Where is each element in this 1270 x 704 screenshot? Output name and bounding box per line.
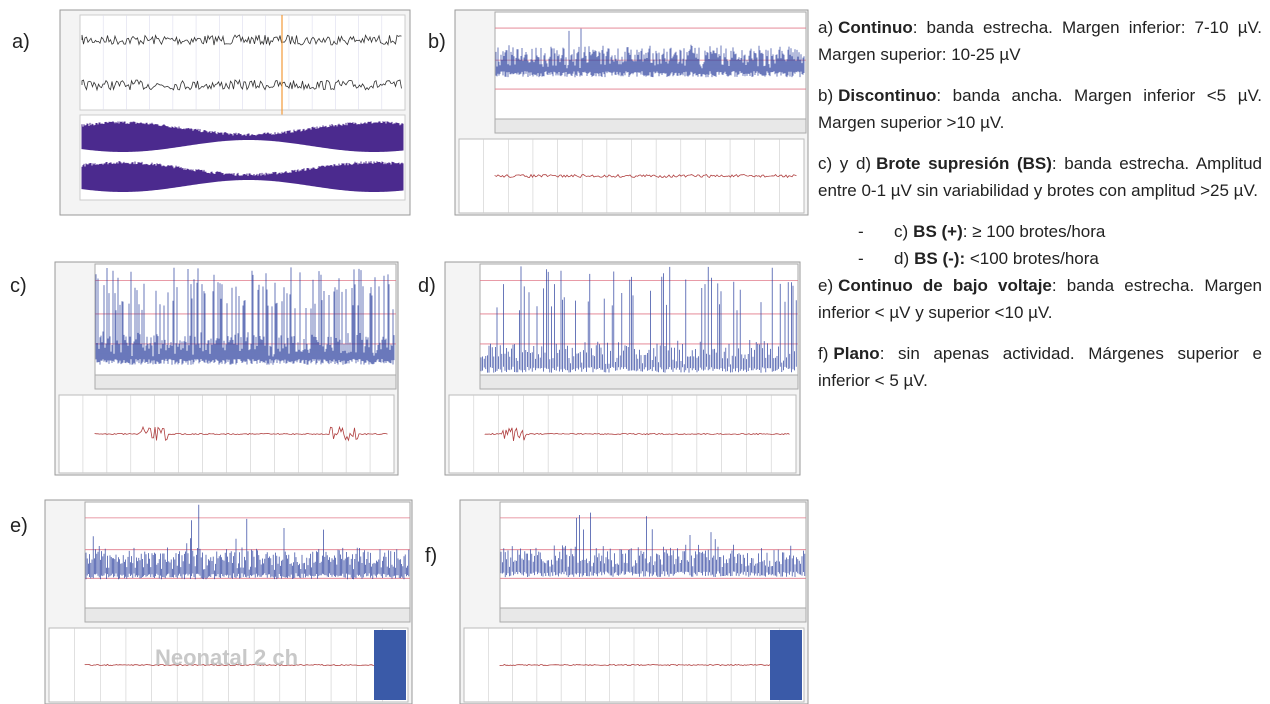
description: b)Discontinuo: banda ancha. Margen infer… [818, 82, 1262, 136]
description: -c) BS (+): ≥ 100 brotes/hora [818, 218, 1262, 245]
panel-label: e) [10, 515, 28, 537]
panel-label: a) [12, 31, 30, 53]
item-label: d) [894, 249, 909, 268]
figure: a) b) c) d) e) Neonatal 2 ch f) [0, 0, 810, 704]
term: Continuo de bajo voltaje [838, 276, 1052, 295]
time-axis [500, 608, 806, 622]
description: c) y d)Brote supresión (BS): banda estre… [818, 150, 1262, 204]
eeg-panel [460, 500, 808, 704]
description: f) Plano: sin apenas actividad. Márgenes … [818, 340, 1262, 394]
term: BS (+) [913, 222, 963, 241]
eeg-panel [45, 500, 412, 704]
descriptions: a)Continuo: banda estrecha. Margen infer… [818, 14, 1262, 408]
watermark: Neonatal 2 ch [155, 645, 298, 670]
side-panel [770, 630, 802, 700]
term: Continuo [838, 18, 913, 37]
item-label: c) [894, 222, 908, 241]
term: Plano [833, 344, 879, 363]
term: Discontinuo [838, 86, 936, 105]
item-label: b) [818, 86, 833, 105]
panel-label: b) [428, 31, 446, 53]
term: BS (-): [914, 249, 965, 268]
description: e)Continuo de bajo voltaje: banda estrec… [818, 272, 1262, 326]
description-text: <100 brotes/hora [965, 249, 1099, 268]
eeg-panel [455, 10, 808, 215]
description: -d) BS (-): <100 brotes/hora [818, 245, 1262, 272]
list-marker: - [858, 218, 894, 245]
time-axis [95, 375, 396, 389]
description-text: : sin apenas actividad. Márgenes superio… [818, 344, 1262, 390]
panel-label: f) [425, 545, 437, 567]
item-label: a) [818, 18, 833, 37]
list-marker: - [858, 245, 894, 272]
description-text: : ≥ 100 brotes/hora [963, 222, 1106, 241]
time-axis [85, 608, 410, 622]
description: a)Continuo: banda estrecha. Margen infer… [818, 14, 1262, 68]
eeg-panel [60, 10, 410, 215]
term: Brote supresión (BS) [876, 154, 1052, 173]
side-panel [374, 630, 406, 700]
panel-label: c) [10, 275, 27, 297]
item-label: c) y d) [818, 154, 871, 173]
eeg-panel [55, 262, 398, 475]
page: a)b)c)d)e)Neonatal 2 chf) a)Continuo: ba… [0, 0, 1270, 704]
eeg-panel [445, 262, 800, 475]
time-axis [480, 375, 798, 389]
item-label: f) [818, 344, 828, 363]
panel-label: d) [418, 275, 436, 297]
item-label: e) [818, 276, 833, 295]
time-axis [495, 119, 806, 133]
